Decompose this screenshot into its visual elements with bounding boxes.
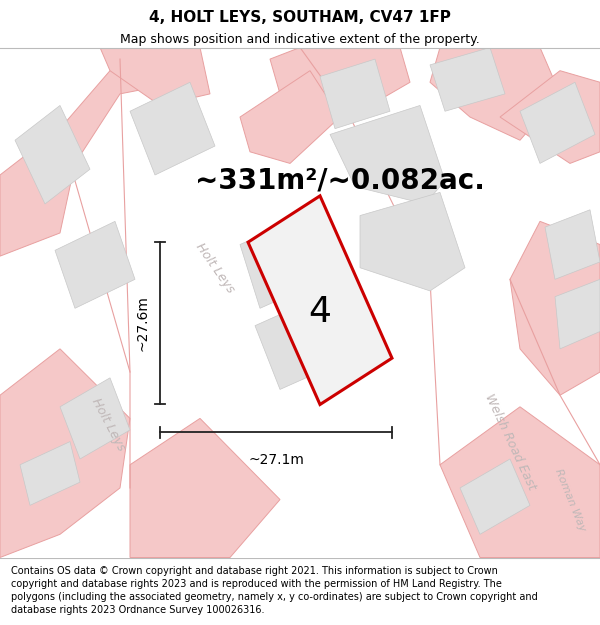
Text: ~27.1m: ~27.1m <box>248 453 304 467</box>
Polygon shape <box>15 106 90 204</box>
Text: 4: 4 <box>308 295 331 329</box>
Text: Contains OS data © Crown copyright and database right 2021. This information is : Contains OS data © Crown copyright and d… <box>11 566 538 615</box>
Polygon shape <box>130 82 215 175</box>
Text: Welsh Road East: Welsh Road East <box>482 391 538 492</box>
Polygon shape <box>255 297 345 389</box>
Text: ~27.6m: ~27.6m <box>136 296 150 351</box>
Text: 4, HOLT LEYS, SOUTHAM, CV47 1FP: 4, HOLT LEYS, SOUTHAM, CV47 1FP <box>149 9 451 24</box>
Polygon shape <box>545 210 600 279</box>
Polygon shape <box>0 48 180 256</box>
Polygon shape <box>0 349 130 558</box>
Polygon shape <box>270 48 410 117</box>
Polygon shape <box>248 196 392 404</box>
Text: ~331m²/~0.082ac.: ~331m²/~0.082ac. <box>195 167 485 195</box>
Text: Roman Way: Roman Way <box>553 467 587 532</box>
Polygon shape <box>555 279 600 349</box>
Polygon shape <box>20 442 80 506</box>
Text: Map shows position and indicative extent of the property.: Map shows position and indicative extent… <box>120 33 480 46</box>
Polygon shape <box>360 192 465 291</box>
Polygon shape <box>330 106 445 204</box>
Polygon shape <box>130 418 280 558</box>
Polygon shape <box>100 48 210 106</box>
Polygon shape <box>60 378 130 459</box>
Polygon shape <box>55 221 135 308</box>
Text: Holt Leys: Holt Leys <box>193 240 237 295</box>
Polygon shape <box>500 71 600 163</box>
Polygon shape <box>440 407 600 558</box>
Polygon shape <box>240 216 325 308</box>
Polygon shape <box>520 82 595 163</box>
Text: Holt Leys: Holt Leys <box>89 396 127 453</box>
Polygon shape <box>430 48 505 111</box>
Polygon shape <box>510 221 600 395</box>
Polygon shape <box>460 459 530 534</box>
Polygon shape <box>240 71 340 163</box>
Polygon shape <box>430 48 560 140</box>
Polygon shape <box>320 59 390 129</box>
